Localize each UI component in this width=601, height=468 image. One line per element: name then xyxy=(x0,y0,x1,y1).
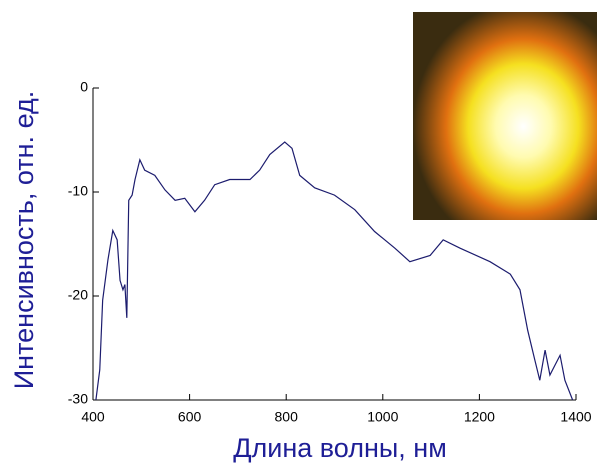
x-tick-label: 1400 xyxy=(560,409,591,425)
y-tick-label: 0 xyxy=(80,79,88,95)
y-tick-label: -10 xyxy=(68,183,88,199)
x-tick-label: 1200 xyxy=(464,409,495,425)
x-tick-label: 400 xyxy=(81,409,105,425)
y-tick-label: -30 xyxy=(68,391,88,407)
x-tick-label: 800 xyxy=(275,409,299,425)
y-tick-label: -20 xyxy=(68,287,88,303)
x-axis-title: Длина волны, нм xyxy=(233,433,447,463)
x-tick-label: 1000 xyxy=(367,409,398,425)
spectrum-line xyxy=(95,141,574,401)
y-axis-title: Интенсивность, отн. ед. xyxy=(9,91,39,389)
x-tick-label: 600 xyxy=(178,409,202,425)
inset-image xyxy=(413,12,597,220)
